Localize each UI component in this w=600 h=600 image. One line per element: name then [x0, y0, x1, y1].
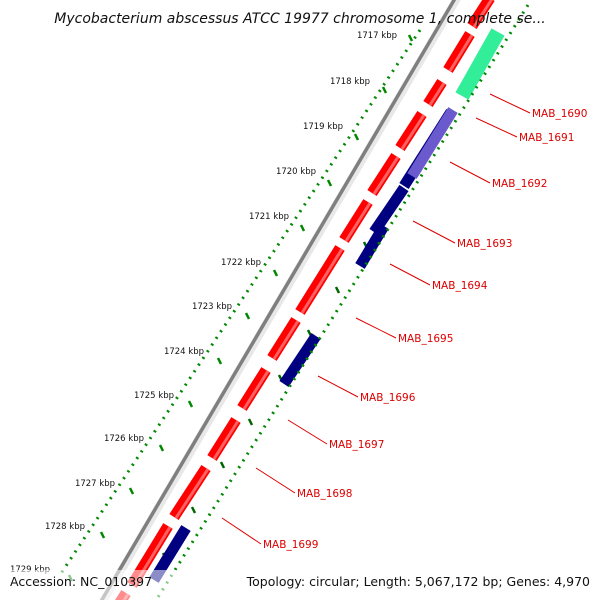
forward-cds-arrow [267, 317, 301, 361]
tick-label: 1722 kbp [221, 258, 261, 268]
tick-mark [299, 224, 306, 232]
gene-label-line [255, 467, 296, 494]
map-body [58, 0, 531, 600]
gene-label[interactable]: MAB_1699 [263, 539, 318, 551]
tick-label: 1725 kbp [134, 391, 174, 401]
gene-label[interactable]: MAB_1692 [492, 178, 547, 190]
forward-cds-arrow [295, 245, 345, 315]
forward-cds-arrow [339, 199, 373, 243]
outer-dotted-ring [58, 29, 422, 576]
tick-label: 1724 kbp [164, 347, 204, 357]
tick-mark [216, 357, 223, 365]
accession-text: Accession: NC_010397 [10, 574, 152, 589]
gene-label-line [355, 317, 397, 339]
gene-label[interactable]: MAB_1696 [360, 392, 416, 404]
gene-label[interactable]: MAB_1697 [329, 439, 384, 451]
gene-label-line [317, 375, 359, 398]
forward-cds-highlight [212, 420, 240, 460]
inner-tick-mark [247, 418, 254, 426]
tick-label: 1718 kbp [330, 77, 370, 87]
gene-label-line [412, 220, 456, 244]
forward-cds-highlight [372, 156, 400, 195]
forward-cds-highlight [242, 370, 270, 410]
forward-cds-arrow [237, 367, 271, 411]
rna-feature [455, 28, 505, 100]
forward-cds-highlight [428, 82, 446, 106]
reverse-cds-arrow [355, 223, 389, 269]
gene-label-line [389, 263, 431, 286]
inner-tick-mark [219, 461, 226, 469]
tick-mark [407, 34, 414, 42]
backbone-line [99, 0, 457, 600]
tick-mark [99, 531, 106, 539]
forward-cds-highlight [472, 0, 494, 28]
tick-label: 1721 kbp [249, 212, 289, 222]
backbone [99, 0, 461, 600]
forward-cds-arrow [169, 464, 211, 521]
gene-label[interactable]: MAB_1691 [519, 132, 574, 144]
forward-cds-highlight [448, 34, 474, 72]
tick-labels: 1717 kbp 1718 kbp 1719 kbp 1720 kbp 1721 kbp… [10, 31, 397, 575]
tick-label: 1723 kbp [192, 302, 232, 312]
tick-label: 1717 kbp [357, 31, 397, 41]
gene-label[interactable]: MAB_1690 [532, 108, 587, 120]
gene-label-line [475, 117, 518, 138]
forward-cds-highlight [400, 114, 426, 150]
footer-backdrop [0, 570, 600, 600]
forward-features [115, 0, 495, 600]
gene-label[interactable]: MAB_1695 [398, 333, 453, 345]
tick-mark [244, 312, 251, 320]
gene-label[interactable]: MAB_1698 [297, 488, 352, 500]
gene-labels: MAB_1690 MAB_1691 MAB_1692 MAB_1693 MAB_1694… [263, 108, 587, 551]
forward-cds-arrow [395, 111, 427, 151]
map-title: Mycobacterium abscessus ATCC 19977 chrom… [54, 11, 545, 27]
tick-label: 1727 kbp [75, 479, 115, 489]
tick-mark [158, 444, 165, 452]
tick-mark [272, 269, 279, 277]
gene-label[interactable]: MAB_1693 [457, 238, 512, 250]
inner-tick-mark [334, 286, 341, 294]
reverse-cds-arrow-light [407, 107, 458, 179]
forward-cds-highlight [174, 468, 210, 519]
gene-label-lines [221, 93, 531, 545]
tick-mark [128, 487, 135, 495]
forward-cds-arrow [367, 153, 401, 196]
tick-label: 1719 kbp [303, 122, 343, 132]
forward-cds-highlight [300, 248, 344, 314]
forward-cds-highlight [272, 320, 300, 360]
forward-cds-highlight [344, 202, 372, 242]
forward-cds-arrow [443, 31, 475, 73]
forward-cds-arrow [207, 417, 241, 461]
tick-label: 1720 kbp [276, 167, 316, 177]
gene-label-line [221, 517, 262, 545]
gene-label-line [449, 161, 491, 184]
gene-label-line [489, 93, 531, 114]
forward-cds-arrow [423, 79, 447, 107]
summary-text: Topology: circular; Length: 5,067,172 bp… [246, 574, 590, 589]
gene-label-line [287, 419, 328, 445]
tick-label: 1726 kbp [104, 434, 144, 444]
tick-mark [326, 179, 333, 187]
tick-marks [67, 34, 499, 582]
reverse-cds-arrow [279, 332, 321, 388]
gene-label[interactable]: MAB_1694 [432, 280, 488, 292]
inner-tick-mark [190, 506, 197, 514]
tick-mark [187, 400, 194, 408]
tick-mark [381, 86, 388, 94]
tick-mark [353, 133, 360, 141]
forward-cds-arrow [467, 0, 495, 29]
tick-label: 1728 kbp [45, 522, 85, 532]
